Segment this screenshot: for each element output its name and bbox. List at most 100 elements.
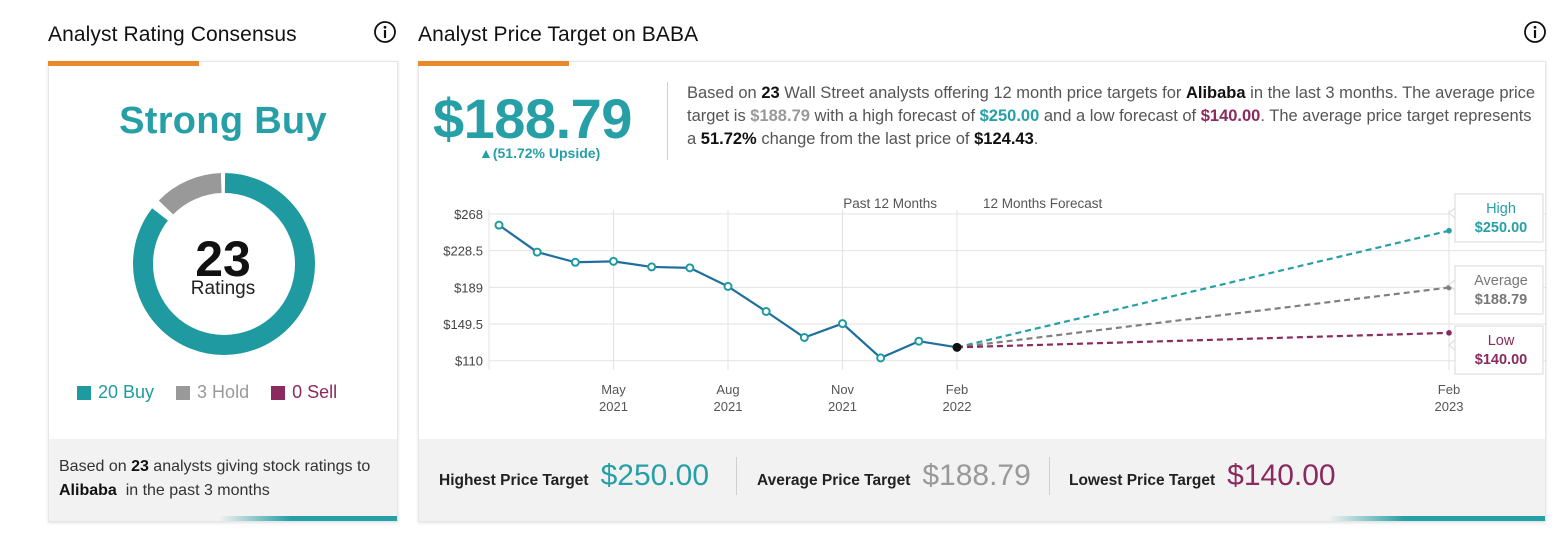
x-tick-year-label: 2021 [714,399,743,414]
legend-buy-swatch [77,385,91,400]
summary-avg: $188.79 [750,107,810,125]
summary-analysts: 23 [761,84,780,102]
ratings-donut-chart [132,172,316,356]
forecast-average-box [1454,265,1544,315]
total-ratings-label: Ratings [190,278,256,299]
forecast-low-label: Low [1488,333,1515,349]
legend-sell-label: 0 Sell [292,382,338,402]
y-tick-label: $110 [455,354,483,369]
price-point [532,247,542,257]
summary-text: . [1033,130,1039,148]
total-ratings-count: 23 [195,231,251,287]
info-icon[interactable] [1523,20,1547,44]
y-tick-label: $189 [454,280,483,295]
average-target-value: $188.79 [922,459,1031,492]
price-target-title: Analyst Price Target on BABA [418,23,699,46]
legend-buy: 20 Buy [77,382,154,403]
forecast-average-label: Average [1474,273,1528,289]
x-tick-month-label: May [601,382,626,397]
forecast-high-value: $250.00 [1475,220,1527,236]
average-price-target: $188.79 [433,87,632,150]
lowest-target-value: $140.00 [1227,459,1336,492]
forecast-low-line [956,331,1450,349]
footer-analyst-count: 23 [131,458,149,475]
legend-hold-swatch [176,385,191,400]
forecast-average-value: $188.79 [1475,292,1527,308]
summary-low: $140.00 [1200,107,1261,125]
upside-percent: ▲(51.72% Upside) [479,145,601,161]
x-tick-year-label: 2022 [943,399,972,414]
legend-sell-swatch [271,385,286,400]
summary-company: Alibaba [1185,84,1246,102]
forecast-box-pointer [1448,338,1456,352]
price-point [914,336,924,346]
price-point [570,257,580,267]
x-tick-year-label: 2021 [828,399,857,414]
footer-text-pre: Based on [59,458,132,475]
x-tick-year-label: 2023 [1435,399,1464,414]
rating-card-accent [48,61,199,66]
current-price-point [952,342,962,352]
price-target-summary: Based on 23 Wall Street analysts offerin… [687,82,1539,151]
forecast-low-value: $140.00 [1475,352,1527,368]
price-point [494,220,504,230]
footer-company: Alibaba [59,482,117,499]
summary-text: in the last 3 months. The average price … [687,84,1536,125]
header-divider [667,82,668,160]
lowest-target-label: Lowest Price Target [1069,472,1216,489]
y-tick-label: $268 [454,207,483,222]
price-point [609,256,618,266]
forecast-label: 12 Months Forecast [983,196,1103,211]
summary-text: with a high forecast of [809,107,980,125]
forecast-high-endpoint [1446,227,1452,234]
bottom-divider [736,457,737,495]
x-tick-month-label: Feb [1438,382,1460,397]
lowest-target: Lowest Price Target $140.00 [1069,459,1336,493]
rating-consensus-title: Analyst Rating Consensus [48,23,297,46]
y-tick-label: $149.5 [443,317,483,332]
legend-hold-label: 3 Hold [197,382,250,402]
price-target-card: $188.79 ▲(51.72% Upside) Based on 23 Wal… [418,61,1547,522]
summary-text: and a low forecast of [1039,107,1201,125]
footer-text-mid: analysts giving stock ratings to [148,458,371,475]
bottom-divider [1049,457,1050,495]
summary-text: Based on [687,84,762,102]
legend-sell: 0 Sell [271,382,337,403]
price-point [761,307,771,316]
highest-target: Highest Price Target $250.00 [439,459,709,493]
summary-text: . The average price target represents a [687,107,1532,148]
legend-buy-label: 20 Buy [98,382,155,402]
past-12-months-label: Past 12 Months [843,196,937,211]
x-tick-year-label: 2021 [599,399,628,414]
forecast-box-pointer [1448,278,1456,292]
highest-target-label: Highest Price Target [439,472,589,489]
price-point [723,281,733,291]
rating-footer: Based on 23 analysts giving stock rating… [49,439,397,521]
price-point [685,263,695,273]
summary-high: $250.00 [979,107,1040,125]
consensus-rating: Strong Buy [119,100,327,142]
forecast-box-pointer [1448,206,1456,220]
forecast-low-box [1454,325,1544,375]
price-point [838,319,847,329]
forecast-low-endpoint [1446,330,1452,336]
y-tick-label: $228.5 [443,244,483,259]
price-point [799,333,809,342]
legend-hold: 3 Hold [176,382,249,403]
forecast-high-label: High [1486,201,1516,217]
footer-text-post: in the past 3 months [116,482,270,499]
average-target-label: Average Price Target [757,472,911,489]
info-icon[interactable] [373,20,397,44]
price-point [647,262,657,272]
summary-last-price: $124.43 [974,130,1034,148]
rating-consensus-card: Strong Buy 23 Ratings 20 Buy 3 Hold 0 Se… [48,61,398,522]
price-target-summary-bar: Highest Price Target $250.00 Average Pri… [419,439,1545,521]
x-tick-month-label: Nov [831,382,855,397]
price-point [876,353,886,363]
target-card-accent [418,61,569,66]
footer-gradient-bar [219,516,397,521]
highest-target-value: $250.00 [600,459,710,492]
forecast-high-line [956,229,1450,349]
forecast-average-line [956,286,1450,349]
footer-gradient-bar [1329,516,1545,521]
